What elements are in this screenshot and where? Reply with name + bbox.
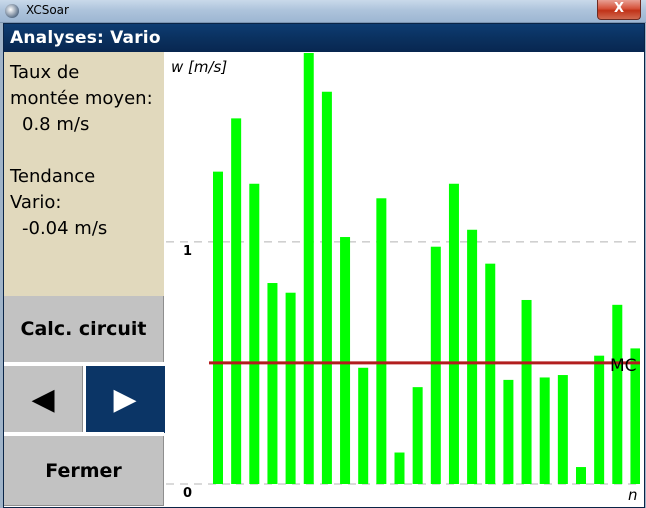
arrow-right-icon: ▶ xyxy=(113,382,136,417)
chart-bar xyxy=(231,118,241,484)
info-panel: Taux de montée moyen: 0.8 m/s Tendance V… xyxy=(4,52,164,296)
close-button[interactable]: Fermer xyxy=(4,436,164,506)
chart-bar xyxy=(413,387,423,484)
window-title: XCSoar xyxy=(26,3,69,17)
chart-bar xyxy=(249,184,259,484)
chart-bar xyxy=(286,293,296,484)
mc-label: MC xyxy=(610,356,637,376)
chart-bar xyxy=(304,53,314,484)
chart-bar xyxy=(485,264,495,484)
vario-chart-svg: MC w [m/s] n 1 0 xyxy=(166,52,640,505)
y-tick-label-0: 0 xyxy=(183,486,192,501)
vario-trend-label-1: Tendance xyxy=(10,164,162,190)
chart-bar xyxy=(467,230,477,484)
chart-bar xyxy=(576,467,586,484)
chart-bar xyxy=(449,184,459,484)
x-axis-label: n xyxy=(628,486,638,504)
dialog-header: Analyses: Vario xyxy=(4,24,644,52)
vario-chart: MC w [m/s] n 1 0 xyxy=(166,52,640,505)
y-axis-label: w [m/s] xyxy=(171,58,227,76)
avg-climb-label-2: montée moyen: xyxy=(10,86,162,112)
y-tick-label-1: 1 xyxy=(183,244,192,259)
vario-trend-label-2: Vario: xyxy=(10,190,162,216)
chart-bar xyxy=(540,377,550,484)
chart-bar xyxy=(522,300,532,484)
chart-bar xyxy=(503,380,513,484)
vario-trend-value: -0.04 m/s xyxy=(10,216,162,242)
avg-climb-label-1: Taux de xyxy=(10,60,162,86)
chart-bar xyxy=(267,283,277,484)
app-icon xyxy=(5,4,19,18)
calc-circuit-button[interactable]: Calc. circuit xyxy=(4,296,164,363)
page-title: Analyses: Vario xyxy=(10,28,161,48)
arrow-left-icon: ◀ xyxy=(31,382,54,417)
chart-bar xyxy=(612,305,622,484)
chart-bar xyxy=(594,356,604,484)
chart-bar xyxy=(376,198,386,484)
window-titlebar: XCSoar X xyxy=(0,0,646,23)
chart-bar xyxy=(431,247,441,484)
chart-bar xyxy=(213,172,223,484)
app-frame: Analyses: Vario Taux de montée moyen: 0.… xyxy=(3,23,645,508)
prev-button[interactable]: ◀ xyxy=(4,366,83,433)
chart-bar xyxy=(322,92,332,484)
chart-bar xyxy=(340,237,350,484)
avg-climb-value: 0.8 m/s xyxy=(10,112,162,138)
window-close-button[interactable]: X xyxy=(597,0,641,20)
info-text: Taux de montée moyen: 0.8 m/s Tendance V… xyxy=(10,60,162,242)
next-button[interactable]: ▶ xyxy=(86,366,165,433)
chart-bar xyxy=(358,368,368,484)
chart-bar xyxy=(395,453,405,484)
chart-bar xyxy=(558,375,568,484)
